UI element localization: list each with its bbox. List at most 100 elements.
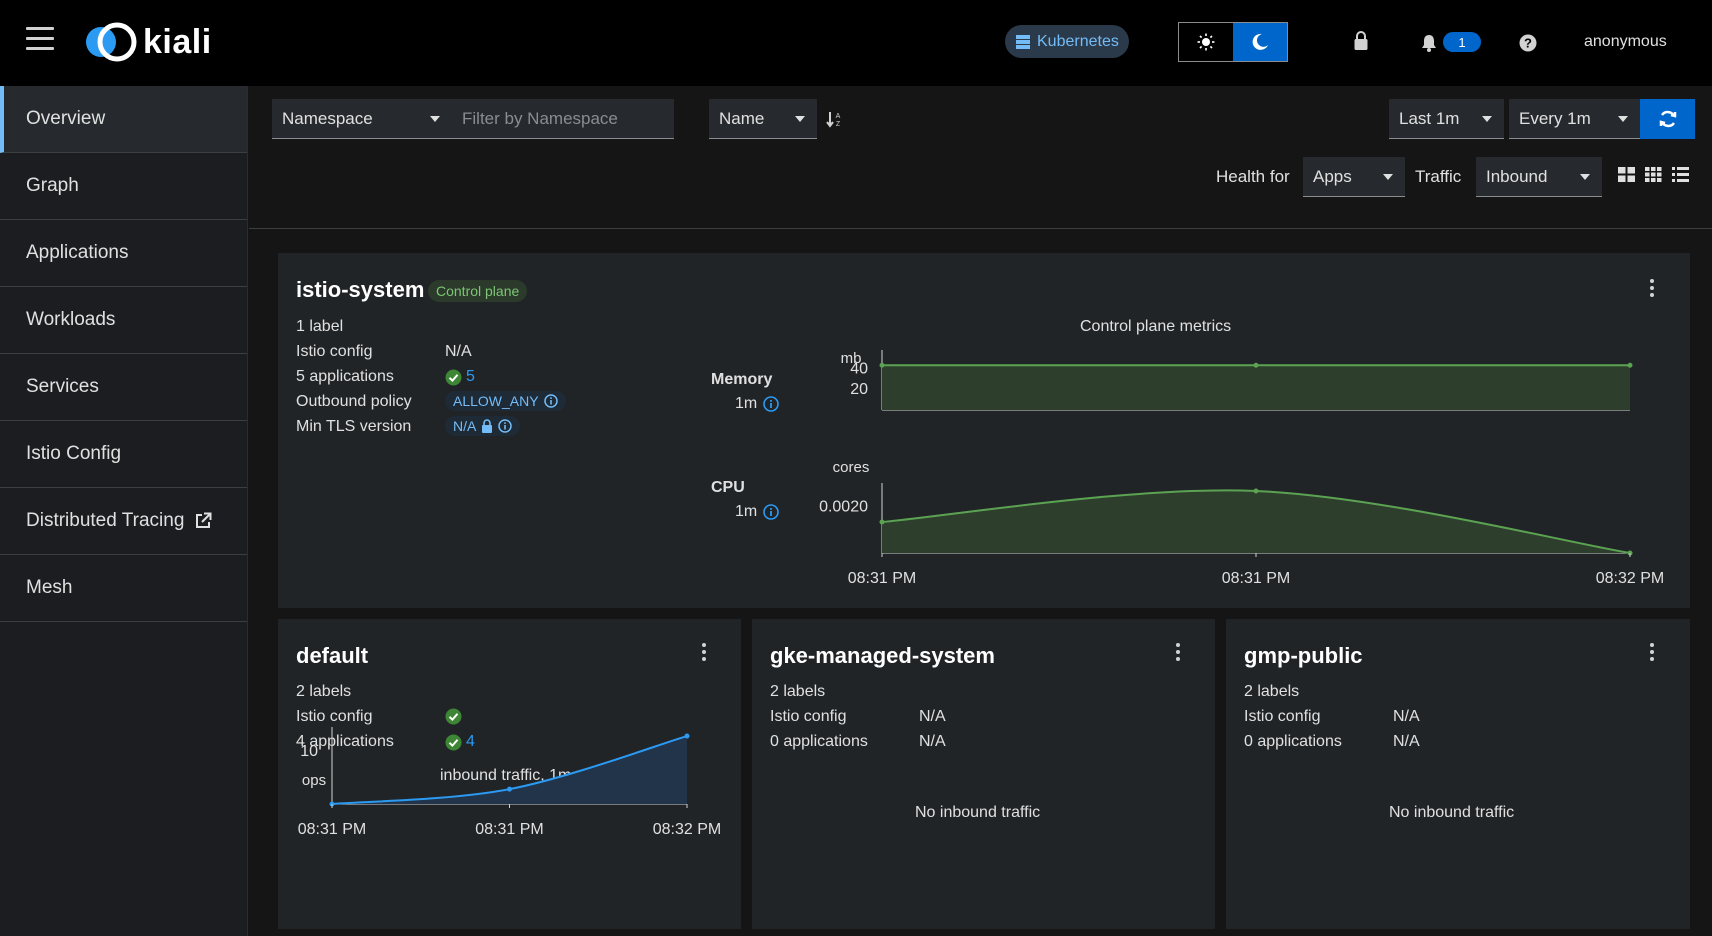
duration-value: Last 1m bbox=[1399, 108, 1460, 128]
check-circle-icon bbox=[445, 369, 462, 385]
caret-down-icon bbox=[1383, 174, 1393, 180]
info-icon[interactable] bbox=[498, 419, 513, 433]
filter-type-value: Namespace bbox=[282, 108, 373, 128]
lock-icon[interactable] bbox=[1353, 31, 1369, 51]
x-tick-label: 08:31 PM bbox=[1222, 570, 1290, 587]
applications-count[interactable]: 4 bbox=[466, 733, 475, 750]
logo-text: kiali bbox=[143, 22, 212, 61]
sidebar-item-label: Mesh bbox=[26, 577, 73, 598]
x-tick-label: 08:32 PM bbox=[1596, 570, 1664, 587]
namespace-title[interactable]: istio-system bbox=[296, 277, 425, 302]
health-for-select[interactable]: Apps bbox=[1303, 157, 1405, 197]
control-plane-charts: 40 20 mb 0.0020 cores 08:31 PM 08:31 PM 08:32 P… bbox=[819, 350, 1664, 587]
outbound-policy-label: Outbound policy bbox=[296, 393, 412, 410]
cpu-label: CPU bbox=[711, 479, 745, 496]
caret-down-icon bbox=[1482, 116, 1492, 122]
notification-badge[interactable]: 1 bbox=[1443, 32, 1481, 52]
traffic-direction-select[interactable]: Inbound bbox=[1476, 157, 1602, 197]
kebab-menu-icon[interactable] bbox=[1176, 643, 1182, 664]
sidebar-item-mesh[interactable]: Mesh bbox=[0, 555, 247, 622]
namespace-card-default: default 2 labels Istio config 4 applicat… bbox=[278, 619, 741, 929]
traffic-label: Traffic bbox=[1415, 167, 1462, 186]
labels-link[interactable]: 1 label bbox=[296, 318, 344, 335]
compact-view-icon[interactable] bbox=[1645, 167, 1662, 182]
svg-text:?: ? bbox=[1524, 36, 1532, 51]
hamburger-menu-icon[interactable] bbox=[26, 27, 54, 53]
caret-down-icon bbox=[430, 116, 440, 122]
istio-config-status[interactable] bbox=[445, 708, 462, 725]
series-area bbox=[882, 490, 1630, 553]
light-theme-button[interactable] bbox=[1179, 23, 1233, 61]
sidebar-item-applications[interactable]: Applications bbox=[0, 220, 247, 287]
sidebar-item-label: Workloads bbox=[26, 309, 116, 330]
y-axis-unit: cores bbox=[833, 459, 870, 476]
sort-field-value: Name bbox=[719, 108, 765, 128]
sidebar-item-label: Applications bbox=[26, 242, 129, 263]
cluster-chip-label: Kubernetes bbox=[1037, 32, 1119, 50]
namespace-title[interactable]: default bbox=[296, 643, 369, 668]
user-menu[interactable]: anonymous bbox=[1584, 33, 1667, 50]
sidebar-item-workloads[interactable]: Workloads bbox=[0, 287, 247, 354]
applications-count[interactable]: 5 bbox=[466, 368, 475, 385]
x-tick-label: 08:31 PM bbox=[848, 570, 916, 587]
theme-toggle[interactable] bbox=[1178, 22, 1288, 62]
refresh-button[interactable] bbox=[1640, 99, 1695, 139]
refresh-interval-select[interactable]: Every 1m bbox=[1509, 99, 1640, 139]
expand-view-icon[interactable] bbox=[1618, 167, 1635, 182]
min-tls-label: Min TLS version bbox=[296, 418, 412, 435]
cpu-interval: 1m bbox=[735, 503, 780, 521]
cluster-chip[interactable]: Kubernetes bbox=[1005, 25, 1129, 58]
sidebar-item-istio-config[interactable]: Istio Config bbox=[0, 421, 247, 488]
info-icon[interactable] bbox=[763, 396, 780, 412]
sort-direction-icon[interactable]: A Z bbox=[826, 110, 844, 128]
svg-text:A: A bbox=[836, 113, 841, 120]
bell-icon[interactable] bbox=[1420, 34, 1438, 52]
no-traffic-message: No inbound traffic bbox=[1389, 804, 1515, 821]
applications-health[interactable]: 5 bbox=[445, 368, 475, 386]
y-tick-label: 10 bbox=[300, 743, 318, 760]
filter-type-select[interactable]: Namespace bbox=[272, 99, 452, 139]
sidebar-item-services[interactable]: Services bbox=[0, 354, 247, 421]
namespace-card-gke-managed-system: gke-managed-system 2 labels Istio config… bbox=[752, 619, 1215, 929]
kebab-menu-icon[interactable] bbox=[1650, 643, 1656, 664]
sidebar-item-overview[interactable]: Overview bbox=[0, 86, 247, 153]
list-view-icon[interactable] bbox=[1672, 167, 1689, 182]
y-tick-label: 0.0020 bbox=[819, 499, 868, 516]
sidebar-item-label: Services bbox=[26, 376, 99, 397]
outbound-policy-pill[interactable]: ALLOW_ANY bbox=[445, 391, 566, 411]
series-area bbox=[332, 736, 687, 804]
sidebar-item-label: Distributed Tracing bbox=[26, 510, 185, 531]
sidebar-item-distributed-tracing[interactable]: Distributed Tracing bbox=[0, 488, 247, 555]
sidebar-item-label: Graph bbox=[26, 175, 79, 196]
svg-text:Z: Z bbox=[836, 121, 841, 128]
namespace-title[interactable]: gmp-public bbox=[1244, 643, 1363, 668]
help-icon[interactable]: ? bbox=[1519, 34, 1537, 52]
check-circle-icon bbox=[445, 734, 462, 750]
namespace-title[interactable]: gke-managed-system bbox=[770, 643, 995, 668]
sort-field-select[interactable]: Name bbox=[709, 99, 817, 139]
namespace-filter-input[interactable]: Filter by Namespace bbox=[452, 99, 674, 139]
info-icon[interactable] bbox=[763, 504, 780, 520]
labels-link[interactable]: 2 labels bbox=[296, 683, 352, 700]
sidebar-item-graph[interactable]: Graph bbox=[0, 153, 247, 220]
labels-link[interactable]: 2 labels bbox=[770, 683, 826, 700]
duration-select[interactable]: Last 1m bbox=[1389, 99, 1504, 139]
dark-theme-button[interactable] bbox=[1233, 23, 1287, 61]
sidebar-item-label: Overview bbox=[26, 108, 106, 129]
info-icon[interactable] bbox=[543, 394, 558, 408]
kebab-menu-icon[interactable] bbox=[1650, 279, 1656, 300]
sidebar-item-label: Istio Config bbox=[26, 443, 122, 464]
kiali-logo[interactable]: kiali bbox=[83, 20, 212, 64]
min-tls-pill[interactable]: N/A bbox=[445, 416, 521, 436]
applications-health[interactable]: 4 bbox=[445, 733, 475, 751]
external-link-icon bbox=[196, 512, 212, 528]
traffic-direction-value: Inbound bbox=[1486, 166, 1548, 186]
kebab-menu-icon[interactable] bbox=[702, 643, 708, 664]
istio-config-label: Istio config bbox=[770, 708, 847, 725]
labels-link[interactable]: 2 labels bbox=[1244, 683, 1300, 700]
namespace-card-istio-system: istio-system Control plane 1 label Istio… bbox=[278, 253, 1690, 608]
caret-down-icon bbox=[1618, 116, 1628, 122]
moon-icon bbox=[1252, 33, 1268, 50]
outbound-policy-text: ALLOW_ANY bbox=[453, 393, 539, 409]
x-tick-label: 08:32 PM bbox=[653, 821, 721, 838]
